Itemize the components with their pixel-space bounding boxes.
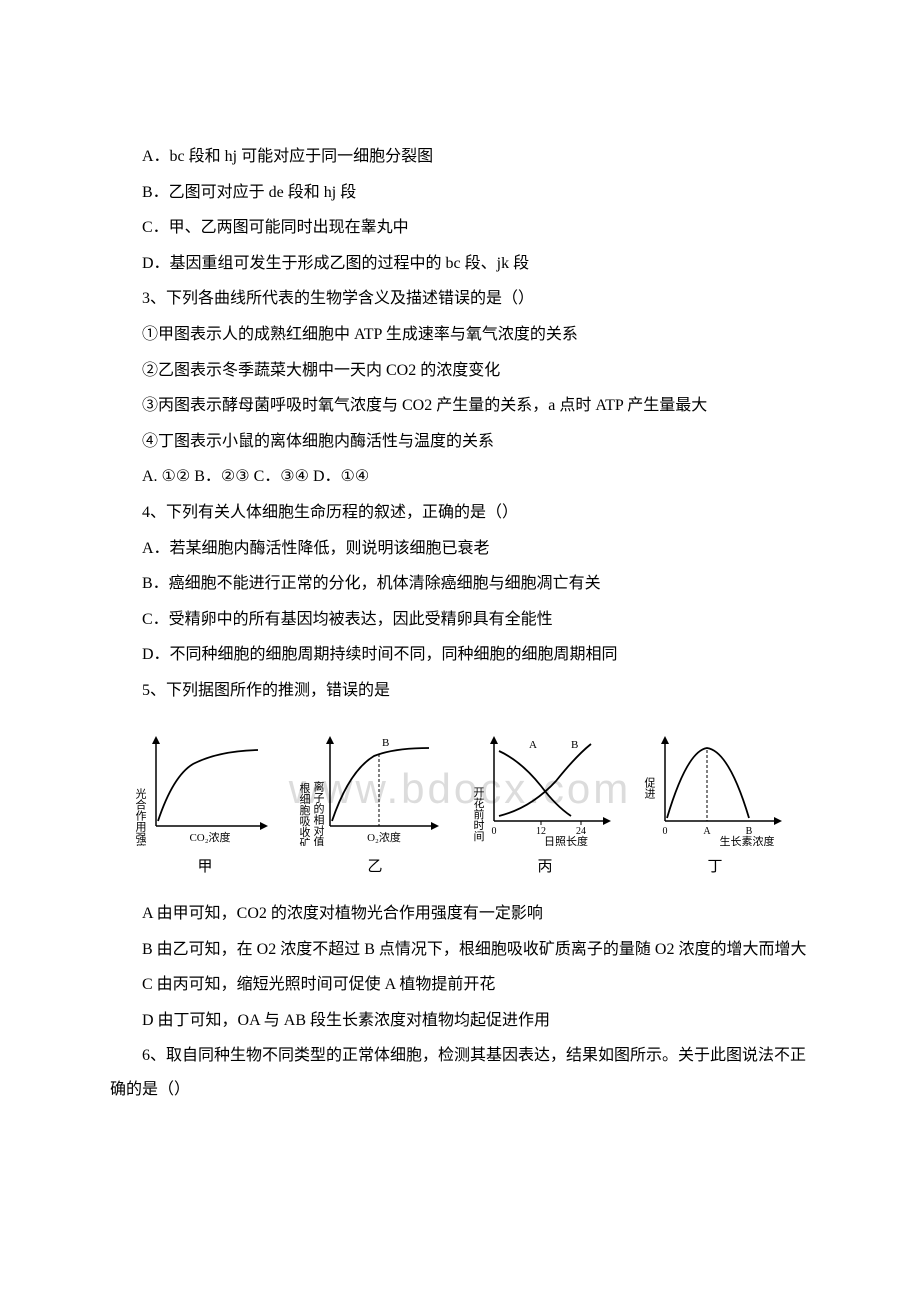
tick-0: 0: [491, 826, 496, 837]
figure-labels: 甲 乙 丙 丁: [110, 852, 810, 884]
curve-b-label: B: [571, 739, 578, 751]
ylabel-bing: 开花前时间: [472, 786, 485, 842]
q2-option-b: B．乙图可对应于 de 段和 hj 段: [110, 176, 810, 210]
q3-item-4: ④丁图表示小鼠的离体细胞内酶活性与温度的关系: [110, 425, 810, 459]
chart-jia: 光合作用强度 CO₂浓度: [128, 726, 278, 846]
ding-tick-0: 0: [662, 826, 667, 837]
point-b-label: B: [382, 737, 389, 749]
q4-option-a: A．若某细胞内酶活性降低，则说明该细胞已衰老: [110, 532, 810, 566]
ding-tick-a: A: [703, 826, 711, 837]
fig-label-ding: 丁: [640, 852, 790, 884]
xlabel-jia: CO₂浓度: [190, 830, 231, 844]
q3-options: A. ①② B．②③ C．③④ D．①④: [110, 460, 810, 494]
ylabel-yi-1: 根细胞吸收矿质: [298, 781, 311, 846]
fig-label-jia: 甲: [130, 852, 280, 884]
ylabel-ding: 促进: [643, 775, 656, 798]
subfig-ding: 促进 0 A B 生长素浓度: [637, 726, 792, 846]
q5-option-c: C 由丙可知，缩短光照时间可促使 A 植物提前开花: [110, 968, 810, 1002]
chart-ding: 促进 0 A B 生长素浓度: [637, 726, 792, 846]
curve-a-label: A: [529, 739, 537, 751]
q5-option-b: B 由乙可知，在 O2 浓度不超过 B 点情况下，根细胞吸收矿质离子的量随 O2…: [110, 933, 810, 967]
q6-stem: 6、取自同种生物不同类型的正常体细胞，检测其基因表达，结果如图所示。关于此图说法…: [110, 1039, 810, 1106]
q3-item-3: ③丙图表示酵母菌呼吸时氧气浓度与 CO2 产生量的关系，a 点时 ATP 产生量…: [110, 389, 810, 423]
subfig-jia: 光合作用强度 CO₂浓度: [128, 726, 278, 846]
ylabel-yi-2: 离子的相对值: [312, 779, 325, 845]
figure-row: 光合作用强度 CO₂浓度 根细胞吸收矿质 离子的相对值 B O₂浓度 开花前时间: [110, 726, 810, 846]
fig-label-bing: 丙: [470, 852, 620, 884]
q5-option-a: A 由甲可知，CO2 的浓度对植物光合作用强度有一定影响: [110, 897, 810, 931]
xlabel-ding: 生长素浓度: [719, 834, 774, 846]
xlabel-yi: O₂浓度: [367, 830, 401, 844]
q3-item-2: ②乙图表示冬季蔬菜大棚中一天内 CO2 的浓度变化: [110, 354, 810, 388]
q2-option-d: D．基因重组可发生于形成乙图的过程中的 bc 段、jk 段: [110, 247, 810, 281]
ylabel-jia: 光合作用强度: [134, 786, 147, 845]
q3-stem: 3、下列各曲线所代表的生物学含义及描述错误的是（）: [110, 282, 810, 316]
fig-label-yi: 乙: [300, 852, 450, 884]
q3-item-1: ①甲图表示人的成熟红细胞中 ATP 生成速率与氧气浓度的关系: [110, 318, 810, 352]
q4-stem: 4、下列有关人体细胞生命历程的叙述，正确的是（）: [110, 496, 810, 530]
q2-option-c: C．甲、乙两图可能同时出现在睾丸中: [110, 211, 810, 245]
subfig-yi: 根细胞吸收矿质 离子的相对值 B O₂浓度: [294, 726, 449, 846]
q4-option-b: B．癌细胞不能进行正常的分化，机体清除癌细胞与细胞凋亡有关: [110, 567, 810, 601]
chart-bing: 开花前时间 A B 0 12 24 日照长度: [466, 726, 621, 846]
q5-stem: 5、下列据图所作的推测，错误的是: [110, 674, 810, 708]
chart-yi: 根细胞吸收矿质 离子的相对值 B O₂浓度: [294, 726, 449, 846]
q4-option-c: C．受精卵中的所有基因均被表达，因此受精卵具有全能性: [110, 603, 810, 637]
q2-option-a: A．bc 段和 hj 可能对应于同一细胞分裂图: [110, 140, 810, 174]
q5-option-d: D 由丁可知，OA 与 AB 段生长素浓度对植物均起促进作用: [110, 1004, 810, 1038]
q4-option-d: D．不同种细胞的细胞周期持续时间不同，同种细胞的细胞周期相同: [110, 638, 810, 672]
subfig-bing: 开花前时间 A B 0 12 24 日照长度: [466, 726, 621, 846]
xlabel-bing: 日照长度: [544, 834, 588, 846]
